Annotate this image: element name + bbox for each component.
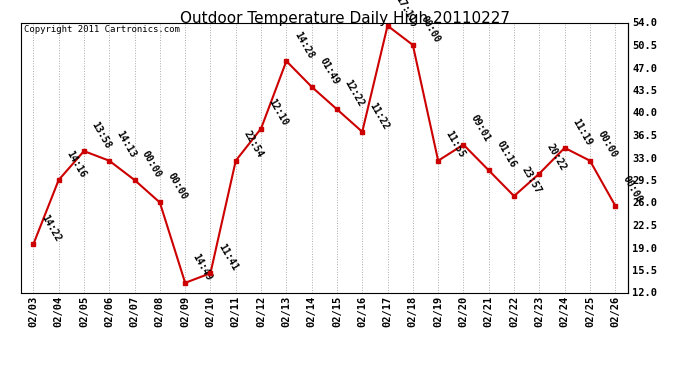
Text: 00:00: 00:00 <box>166 171 189 202</box>
Text: 09:01: 09:01 <box>469 113 493 144</box>
Text: 12:22: 12:22 <box>342 78 366 108</box>
Text: 20:22: 20:22 <box>545 142 569 173</box>
Text: 14:16: 14:16 <box>64 149 88 179</box>
Text: 11:22: 11:22 <box>368 100 391 131</box>
Text: 01:49: 01:49 <box>317 56 341 86</box>
Text: 11:55: 11:55 <box>444 129 467 160</box>
Text: 14:22: 14:22 <box>39 213 62 243</box>
Text: 01:16: 01:16 <box>494 139 518 170</box>
Text: 11:41: 11:41 <box>216 242 239 272</box>
Text: 00:00: 00:00 <box>140 149 164 179</box>
Text: 00:00: 00:00 <box>418 14 442 44</box>
Text: Outdoor Temperature Daily High 20110227: Outdoor Temperature Daily High 20110227 <box>180 11 510 26</box>
Text: 17:11: 17:11 <box>393 0 417 25</box>
Text: 00:00: 00:00 <box>621 174 644 205</box>
Text: 22:54: 22:54 <box>241 129 265 160</box>
Text: 11:19: 11:19 <box>570 117 593 147</box>
Text: 14:49: 14:49 <box>190 252 214 282</box>
Text: 23:57: 23:57 <box>520 165 543 195</box>
Text: 12:10: 12:10 <box>266 98 290 128</box>
Text: 00:00: 00:00 <box>595 129 619 160</box>
Text: 14:13: 14:13 <box>115 129 138 160</box>
Text: 14:28: 14:28 <box>292 30 315 60</box>
Text: 13:58: 13:58 <box>90 120 113 150</box>
Text: Copyright 2011 Cartronics.com: Copyright 2011 Cartronics.com <box>23 25 179 34</box>
